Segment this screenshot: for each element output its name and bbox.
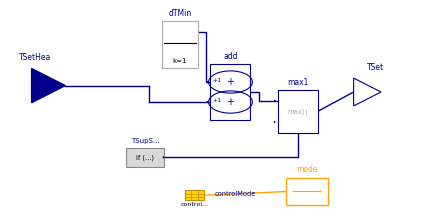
Text: controlMode: controlMode [215,191,256,197]
Text: max(): max() [288,108,308,114]
Text: +: + [226,77,234,87]
Text: +: + [226,97,234,107]
FancyBboxPatch shape [126,148,164,167]
Text: max1: max1 [287,78,309,87]
Text: control...: control... [181,202,209,207]
Text: TSetHea: TSetHea [19,53,51,62]
Text: TSupS...: TSupS... [131,138,160,144]
Text: +1: +1 [212,79,221,83]
FancyBboxPatch shape [286,178,328,205]
Polygon shape [32,68,65,103]
Text: mode: mode [296,165,318,174]
Text: +1: +1 [212,98,221,103]
Text: add: add [223,52,238,61]
Polygon shape [354,78,381,106]
Text: k=1: k=1 [173,58,187,64]
FancyBboxPatch shape [185,190,204,200]
Text: dTMin: dTMin [168,9,192,18]
FancyBboxPatch shape [162,21,198,68]
Text: TSet: TSet [367,63,384,72]
FancyBboxPatch shape [210,64,250,120]
FancyBboxPatch shape [278,90,318,133]
Text: if (...): if (...) [136,154,154,160]
